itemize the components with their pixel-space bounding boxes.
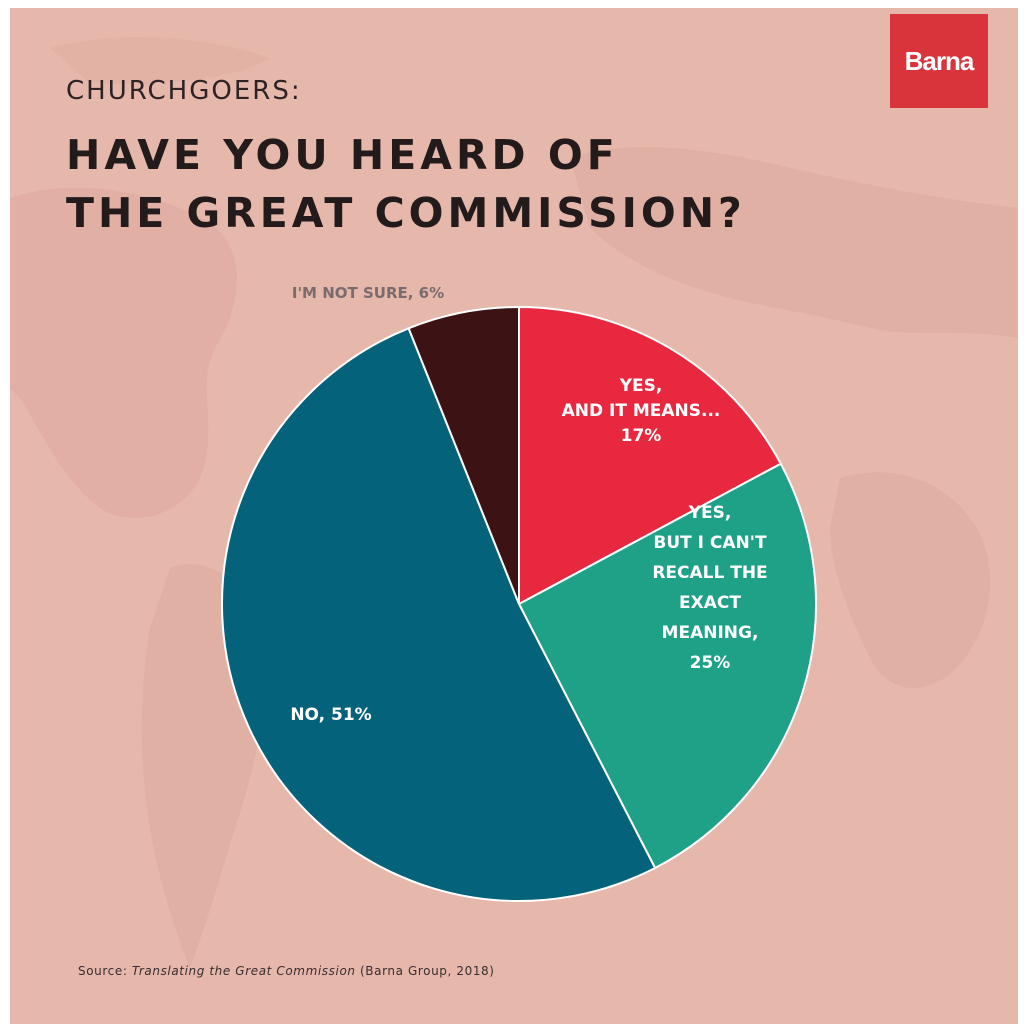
source-title: Translating the Great Commission <box>131 964 356 978</box>
pie-slice-yes-cant-recall <box>517 462 817 870</box>
infographic-card: Barna CHURCHGOERS: HAVE YOU HEARD OF THE… <box>10 8 1018 1024</box>
slice-label-line: RECALL THE <box>652 563 767 583</box>
slice-label-yes-means: YES, AND IT MEANS... 17% <box>562 376 721 446</box>
source-note: Source: Translating the Great Commission… <box>78 964 495 978</box>
slice-label-line: NO, 51% <box>290 705 371 725</box>
slice-label-line: EXACT <box>679 593 741 613</box>
pie-slice-not-sure <box>407 305 520 605</box>
chart-title-line-1: HAVE YOU HEARD OF <box>66 131 619 179</box>
slice-label-line: MEANING, <box>662 623 759 643</box>
pie-slice-yes-means <box>518 305 783 606</box>
slice-label-line: I'M NOT SURE, 6% <box>292 284 444 302</box>
slice-label-line: YES, <box>688 503 732 523</box>
slice-label-line: AND IT MEANS... <box>562 401 721 421</box>
chart-title-line-2: THE GREAT COMMISSION? <box>66 189 746 237</box>
chart-title: HAVE YOU HEARD OF THE GREAT COMMISSION? <box>66 126 746 242</box>
slice-label-line: BUT I CAN'T <box>653 533 767 553</box>
pie-chart: YES, AND IT MEANS... 17% YES, BUT I CAN'T REC… <box>221 284 817 902</box>
slice-label-line: YES, <box>619 376 663 396</box>
slice-label-yes-cant-recall: YES, BUT I CAN'T RECALL THE EXACT MEANING, 25… <box>652 503 767 673</box>
slice-label-not-sure: I'M NOT SURE, 6% <box>292 284 444 302</box>
slice-label-no: NO, 51% <box>290 705 371 725</box>
source-prefix: Source: <box>78 964 132 978</box>
slice-label-line: 25% <box>690 653 731 673</box>
pie-slice-no <box>221 326 657 902</box>
slice-label-line: 17% <box>621 426 662 446</box>
source-suffix: (Barna Group, 2018) <box>355 964 495 978</box>
chart-subtitle: CHURCHGOERS: <box>66 76 302 106</box>
world-map-background <box>10 37 1018 968</box>
barna-logo: Barna <box>890 14 988 108</box>
